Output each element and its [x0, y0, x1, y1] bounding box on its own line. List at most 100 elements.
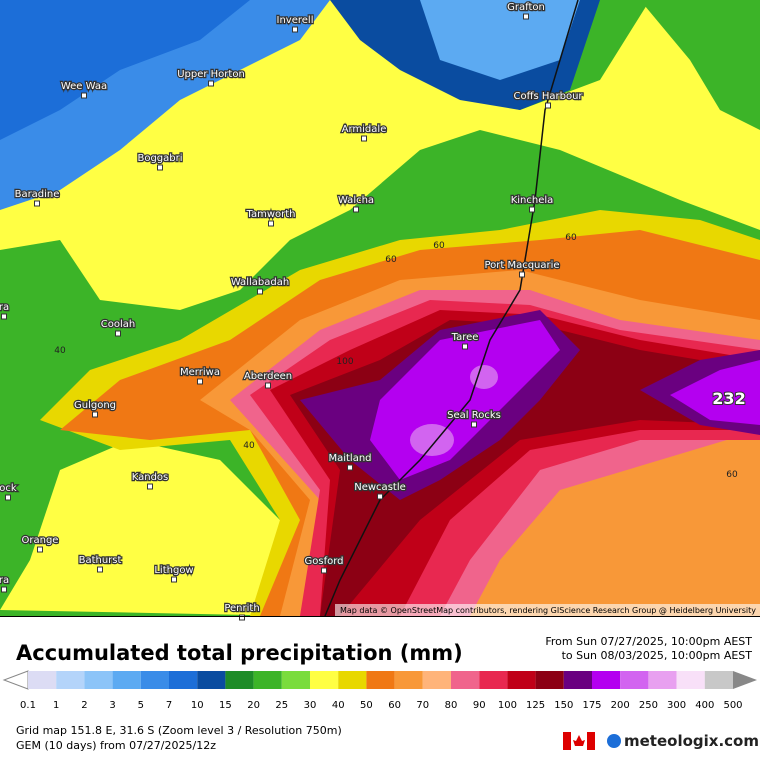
place-label: Gulgong [74, 400, 116, 411]
place-label: ra [0, 575, 9, 586]
place-label: Tamworth [246, 209, 296, 220]
place-label: Gosford [305, 556, 344, 567]
legend-label: 300 [667, 700, 686, 711]
place-dot [37, 546, 43, 553]
attribution: Map data © OpenStreetMap contributors, r… [340, 606, 756, 615]
legend-swatch [451, 671, 480, 689]
place-label: Maitland [328, 453, 371, 464]
place-label: Wee Waa [61, 81, 107, 92]
place-dot [1, 313, 7, 320]
places: Grafton Inverell Coffs Harbour Wee Waa Upper… [0, 1, 585, 621]
place-dot [361, 135, 367, 142]
legend-label: 70 [416, 700, 429, 711]
place-label: Port Macquarie [484, 260, 559, 271]
place-label: Seal Rocks [447, 410, 501, 421]
legend-label: 40 [332, 700, 345, 711]
legend-label: 10 [191, 700, 204, 711]
legend-label: 80 [445, 700, 458, 711]
legend-label: 25 [275, 700, 288, 711]
place-dot [208, 80, 214, 87]
legend-swatch [112, 671, 141, 689]
legend-label: 1 [53, 700, 59, 711]
place-dot [265, 382, 271, 389]
legend-label: 125 [526, 700, 545, 711]
flag [563, 732, 595, 750]
place-dot [347, 464, 353, 471]
legend-swatch [84, 671, 113, 689]
place-dot [171, 576, 177, 583]
legend-swatch [366, 671, 395, 689]
legend-swatch [338, 671, 367, 689]
place-dot [529, 206, 535, 213]
legend-swatch [394, 671, 423, 689]
legend-label: 200 [611, 700, 630, 711]
contour-label: 60 [565, 233, 577, 243]
legend-label: 15 [219, 700, 232, 711]
place-dot [257, 288, 263, 295]
place-label: Baradine [15, 189, 60, 200]
place-label: Boggabri [137, 153, 182, 164]
legend-label: 250 [639, 700, 658, 711]
place-label: Taree [451, 332, 479, 343]
legend-swatch [563, 671, 592, 689]
place-dot [147, 483, 153, 490]
model-info: GEM (10 days) from 07/27/2025/12z [16, 739, 216, 752]
place-dot [115, 330, 121, 337]
legend-label: 20 [247, 700, 260, 711]
place-label: Bathurst [79, 555, 122, 566]
place-dot [197, 378, 203, 385]
legend-label: 175 [582, 700, 601, 711]
legend-arrow-right [733, 671, 757, 689]
legend-swatch [620, 671, 649, 689]
place-dot [377, 493, 383, 500]
legend-swatch [704, 671, 733, 689]
legend-label: 500 [723, 700, 742, 711]
place-label: Orange [22, 535, 59, 546]
legend-swatch [479, 671, 508, 689]
place-dot [268, 220, 274, 227]
title: Accumulated total precipitation (mm) [16, 641, 463, 665]
legend-swatch [281, 671, 310, 689]
place-label: Newcastle [354, 482, 406, 493]
place-label: Aberdeen [244, 371, 292, 382]
place-label: Coffs Harbour [513, 91, 583, 102]
legend-swatch [225, 671, 254, 689]
contour-label: 60 [433, 241, 445, 251]
legend-swatch [422, 671, 451, 689]
place-label: Armidale [342, 124, 387, 135]
place-dot [519, 271, 525, 278]
place-dot [292, 26, 298, 33]
place-label: Walcha [338, 195, 374, 206]
legend-swatch [507, 671, 536, 689]
legend-label: 3 [109, 700, 115, 711]
legend-label: 2 [81, 700, 87, 711]
contour-label: 40 [54, 346, 66, 356]
place-dot [462, 343, 468, 350]
place-label: Upper Horton [177, 69, 245, 80]
contour-label: 100 [336, 357, 353, 367]
legend-label: 90 [473, 700, 486, 711]
place-dot [1, 586, 7, 593]
contour-label: 60 [385, 255, 397, 265]
place-dot [92, 411, 98, 418]
place-dot [321, 567, 327, 574]
legend-swatch [140, 671, 169, 689]
place-dot [353, 206, 359, 213]
legend-label: 400 [695, 700, 714, 711]
legend-swatch [56, 671, 85, 689]
max-label: 232 [712, 389, 745, 408]
legend-swatch [648, 671, 677, 689]
legend-swatch [310, 671, 339, 689]
place-label: Wallabadah [231, 277, 289, 288]
legend-label: 7 [166, 700, 172, 711]
place-label: Penrith [224, 603, 259, 614]
contour-label: 40 [243, 441, 255, 451]
place-dot [34, 200, 40, 207]
place-dot [157, 164, 163, 171]
legend: 0.1 1 2 3 5 7 10 15 20 25 30 40 50 60 70 80 90 100 125 150 1… [20, 671, 743, 711]
place-dot [471, 421, 477, 428]
place-label: Kandos [132, 472, 169, 483]
legend-swatch [28, 671, 57, 689]
place-dot [97, 566, 103, 573]
legend-label: 60 [388, 700, 401, 711]
